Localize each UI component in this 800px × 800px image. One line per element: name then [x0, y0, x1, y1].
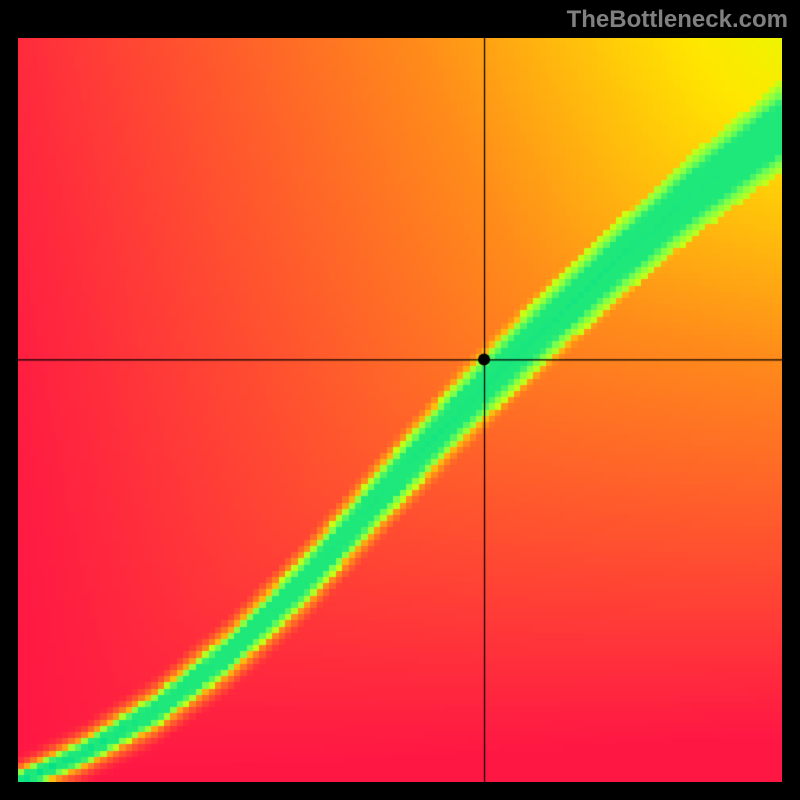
bottleneck-heatmap [18, 38, 782, 782]
chart-container: TheBottleneck.com [0, 0, 800, 800]
watermark-label: TheBottleneck.com [567, 6, 788, 34]
